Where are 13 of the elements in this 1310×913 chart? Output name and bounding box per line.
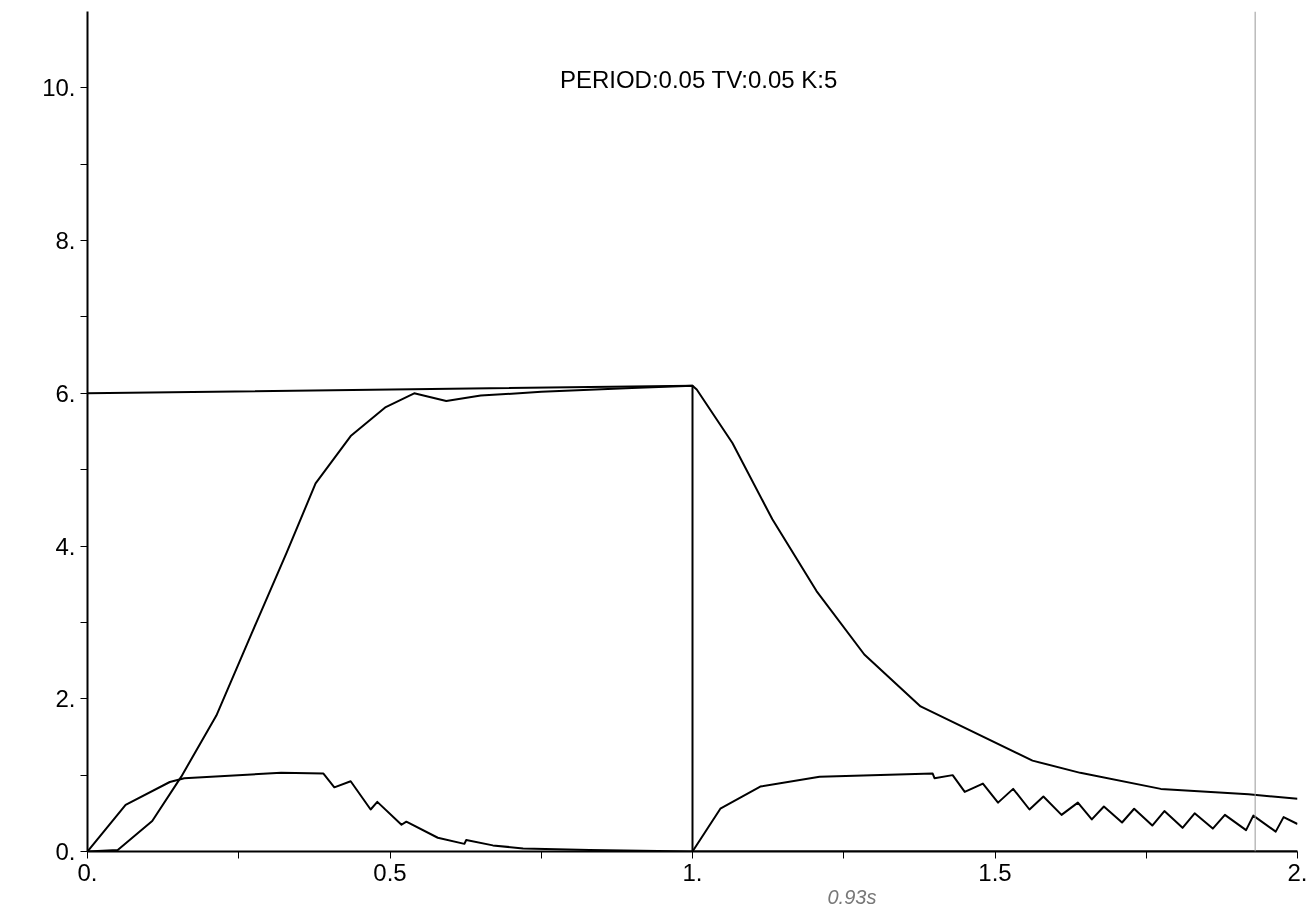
x-tick-label: 2. bbox=[1287, 858, 1308, 886]
y-tick-label: 6. bbox=[55, 379, 76, 407]
text: 0.93s bbox=[827, 885, 877, 908]
y-tick-label: 2. bbox=[55, 685, 76, 713]
x-tick-label: 0. bbox=[77, 858, 98, 886]
x-tick-label: 0.5 bbox=[373, 858, 407, 886]
y-tick-label: 10. bbox=[42, 74, 76, 102]
y-tick-label: 4. bbox=[55, 532, 76, 560]
y-tick-label: 0. bbox=[55, 838, 76, 865]
x-tick-label: 1.5 bbox=[978, 858, 1012, 886]
x-tick-label: 1. bbox=[682, 858, 703, 886]
text: PERIOD:0.05 TV:0.05 K:5 bbox=[559, 65, 838, 93]
y-tick-label: 8. bbox=[55, 227, 76, 255]
